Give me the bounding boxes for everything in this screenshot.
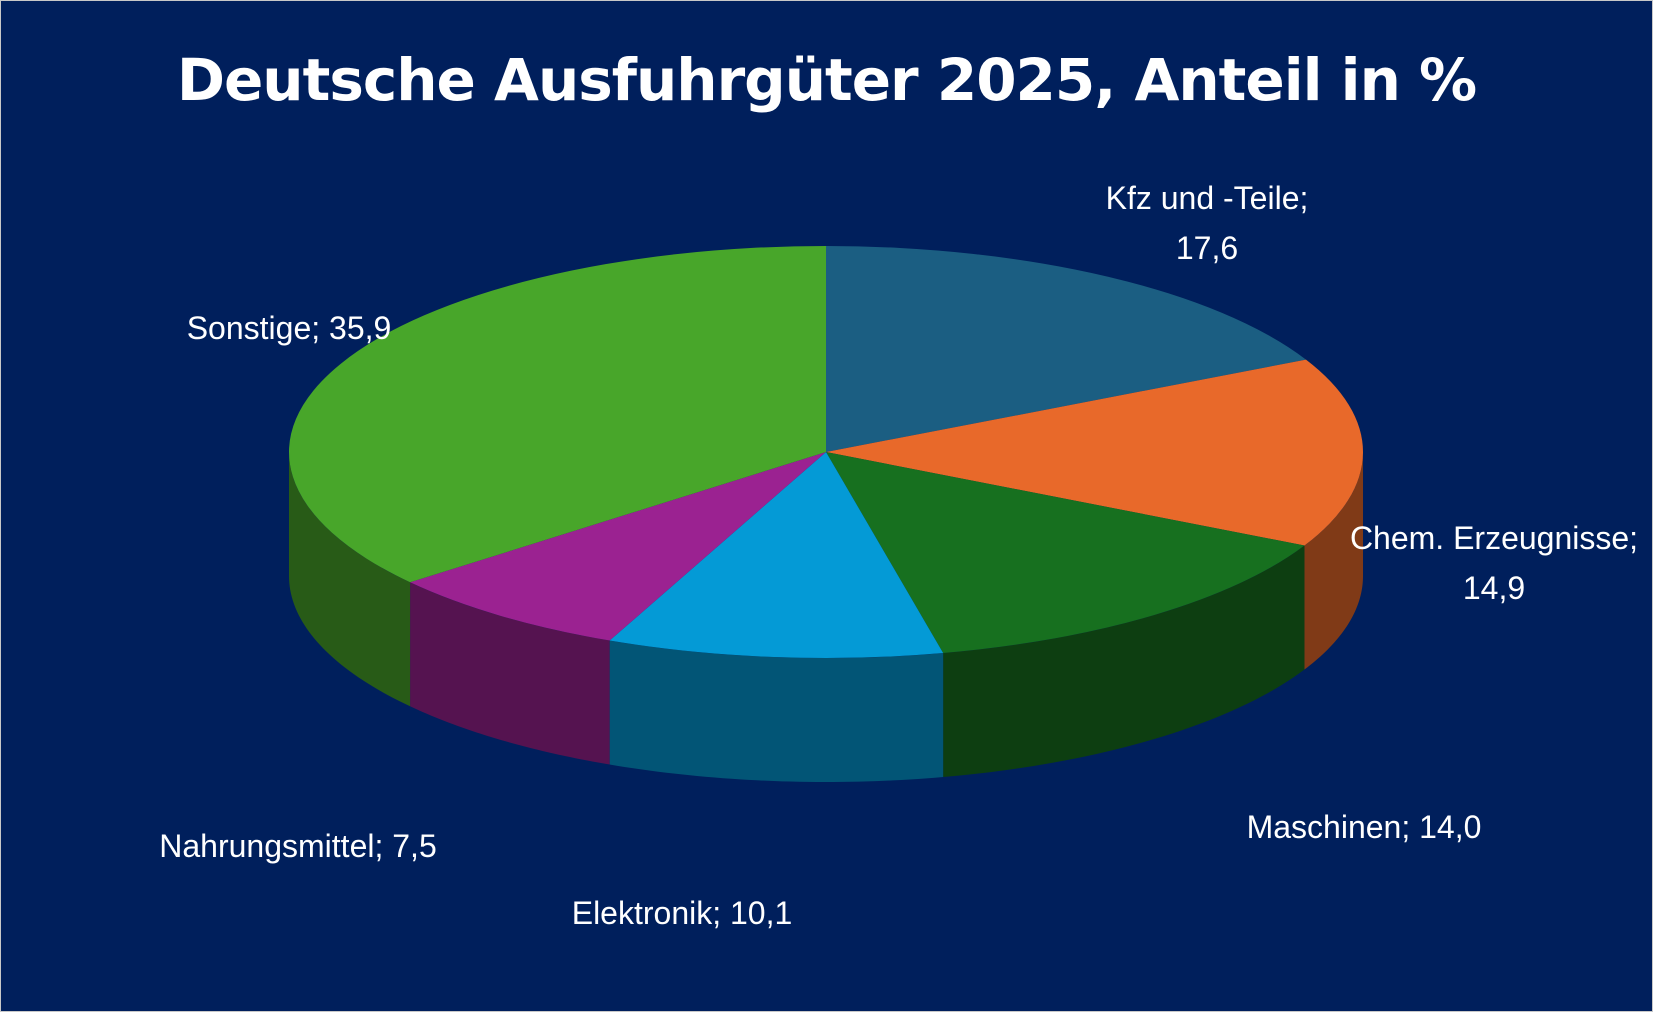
slice xyxy=(826,359,1363,546)
data-label: Kfz und -Teile; 17,6 xyxy=(1082,173,1332,273)
label-category: Nahrungsmittel xyxy=(159,828,375,864)
chart-title: Deutsche Ausfuhrgüter 2025, Anteil in % xyxy=(176,46,1477,114)
label-category: Elektronik xyxy=(571,895,713,931)
label-value: 14,9 xyxy=(1462,570,1526,606)
data-label: Elektronik; 10,1 xyxy=(572,888,793,938)
slice xyxy=(410,452,826,641)
label-separator: ; xyxy=(1299,180,1309,216)
label-value: 10,1 xyxy=(730,895,793,931)
label-separator: ; xyxy=(311,310,321,346)
label-category: Maschinen xyxy=(1246,809,1402,845)
data-label: Maschinen; 14,0 xyxy=(1247,802,1482,852)
label-separator: ; xyxy=(374,828,384,864)
label-category: Kfz und -Teile xyxy=(1105,180,1300,216)
slice-side xyxy=(943,545,1305,778)
label-separator: ; xyxy=(712,895,722,931)
label-value: 14,0 xyxy=(1419,809,1482,845)
slice xyxy=(609,452,944,658)
label-value: 17,6 xyxy=(1175,230,1239,266)
label-separator: ; xyxy=(1629,520,1639,556)
slice-side xyxy=(410,582,610,765)
data-label: Nahrungsmittel; 7,5 xyxy=(158,821,438,871)
slice-side xyxy=(1304,452,1363,670)
data-label: Sonstige; 35,9 xyxy=(187,303,392,353)
label-value: 7,5 xyxy=(392,828,437,864)
slice xyxy=(826,452,1305,654)
slice xyxy=(826,246,1306,452)
label-separator: ; xyxy=(1401,809,1411,845)
slice-side xyxy=(609,640,944,782)
slice xyxy=(288,246,826,583)
slice-side xyxy=(289,452,411,707)
label-category: Sonstige xyxy=(186,310,312,346)
data-label: Chem. Erzeugnisse; 14,9 xyxy=(1344,513,1644,613)
label-category: Chem. Erzeugnisse xyxy=(1349,520,1630,556)
label-value: 35,9 xyxy=(329,310,392,346)
